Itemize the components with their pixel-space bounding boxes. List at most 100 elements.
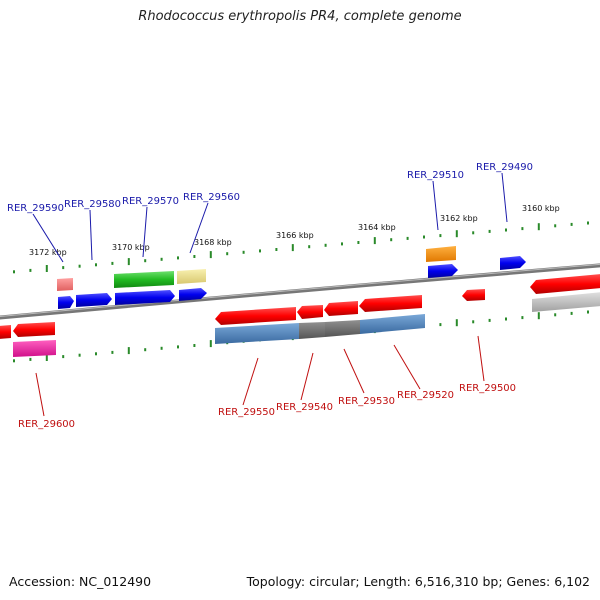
major-tick [45,265,48,272]
gene-label-rer-29550[interactable]: RER_29550 [218,407,275,418]
major-tick [127,258,130,266]
minor-tick [472,320,475,324]
major-tick [291,244,294,252]
gene-reverse-3[interactable] [324,301,358,316]
minor-tick [324,243,327,247]
gene-rer-29550[interactable] [215,323,299,344]
major-tick [45,354,48,361]
genome-backbone [0,263,600,320]
minor-tick [193,344,196,347]
minor-tick [95,263,97,267]
minor-tick [160,257,163,261]
gene-label-rer-29560[interactable]: RER_29560 [183,192,240,203]
minor-tick [521,316,524,320]
minor-tick [13,359,15,363]
major-tick [537,312,540,320]
gene-forward-large[interactable] [115,290,175,305]
gene-rer-29540[interactable] [299,322,325,339]
minor-tick [259,249,261,253]
minor-tick [78,353,81,357]
kbp-label-3160: 3160 kbp [522,204,560,213]
kbp-label-3170: 3170 kbp [112,243,150,252]
gene-forward-small-3[interactable] [428,264,458,278]
kbp-label-3166: 3166 kbp [276,231,314,240]
forward-genes [57,246,526,309]
gene-forward-small-2[interactable] [179,288,207,301]
minor-tick [488,229,491,233]
kbp-label-3172: 3172 kbp [29,248,67,257]
gene-reverse-2[interactable] [297,305,323,319]
gene-reverse-right-gray[interactable] [532,292,600,312]
gene-rer-29530[interactable] [325,320,360,337]
gene-rer-29590[interactable] [57,278,73,291]
minor-tick [357,241,360,244]
minor-tick [242,250,245,254]
minor-tick [160,346,163,350]
kbp-label-3168: 3168 kbp [194,238,232,247]
gene-label-rer-29530[interactable]: RER_29530 [338,396,395,407]
gene-forward-small-1[interactable] [58,296,74,309]
gene-rer-29560[interactable] [177,269,206,284]
minor-tick [505,228,507,232]
major-tick [455,230,458,238]
gene-label-rer-29490[interactable]: RER_29490 [476,162,533,173]
reverse-genes [0,274,600,357]
minor-tick [29,357,32,361]
gene-rer-29580[interactable] [76,293,112,307]
gene-rer-29510[interactable] [426,246,456,262]
minor-tick [521,227,524,231]
gene-label-rer-29580[interactable]: RER_29580 [64,199,121,210]
gene-reverse-left[interactable] [13,322,55,337]
gene-reverse-1[interactable] [215,307,296,325]
minor-tick [554,224,557,228]
label-leaders [32,172,508,417]
gene-rer-29600[interactable] [13,340,56,357]
gene-label-rer-29510[interactable]: RER_29510 [407,170,464,181]
gene-rer-29520[interactable] [360,314,425,334]
gene-reverse-edge-left[interactable] [0,325,11,339]
genome-summary-text: Topology: circular; Length: 6,516,310 bp… [246,574,590,589]
minor-tick [587,221,589,225]
gene-label-rer-29600[interactable]: RER_29600 [18,419,75,430]
major-tick [127,347,130,355]
major-tick [209,251,212,259]
gene-label-rer-29570[interactable]: RER_29570 [122,196,179,207]
minor-tick [472,231,475,235]
gene-label-rer-29520[interactable]: RER_29520 [397,390,454,401]
minor-tick [587,310,589,314]
accession-text: Accession: NC_012490 [9,574,152,589]
minor-tick [29,268,32,272]
minor-tick [95,352,97,356]
minor-tick [226,252,229,256]
minor-tick [144,348,147,352]
minor-tick [570,222,573,226]
gene-rer-29500[interactable] [462,289,485,301]
minor-tick [308,245,311,249]
gene-label-rer-29590[interactable]: RER_29590 [7,203,64,214]
minor-tick [177,256,179,260]
minor-tick [406,236,409,240]
major-tick [209,340,212,348]
major-tick [537,223,540,231]
minor-tick [439,234,442,238]
gene-rer-29490[interactable] [500,256,526,270]
gene-rer-29570[interactable] [114,271,174,288]
minor-tick [554,313,557,317]
minor-tick [341,242,343,246]
gene-label-rer-29500[interactable]: RER_29500 [459,383,516,394]
minor-tick [193,255,196,258]
minor-tick [111,350,114,354]
minor-tick [439,323,442,327]
gene-reverse-right[interactable] [530,274,600,294]
kbp-label-3164: 3164 kbp [358,223,396,232]
minor-tick [111,261,114,265]
gene-reverse-4[interactable] [359,295,422,312]
gene-label-rer-29540[interactable]: RER_29540 [276,402,333,413]
minor-tick [488,318,491,322]
major-tick [455,319,458,327]
minor-tick [505,317,507,321]
map-title: Rhodococcus erythropolis PR4, complete g… [138,9,462,24]
minor-tick [275,248,278,251]
minor-tick [423,235,425,239]
